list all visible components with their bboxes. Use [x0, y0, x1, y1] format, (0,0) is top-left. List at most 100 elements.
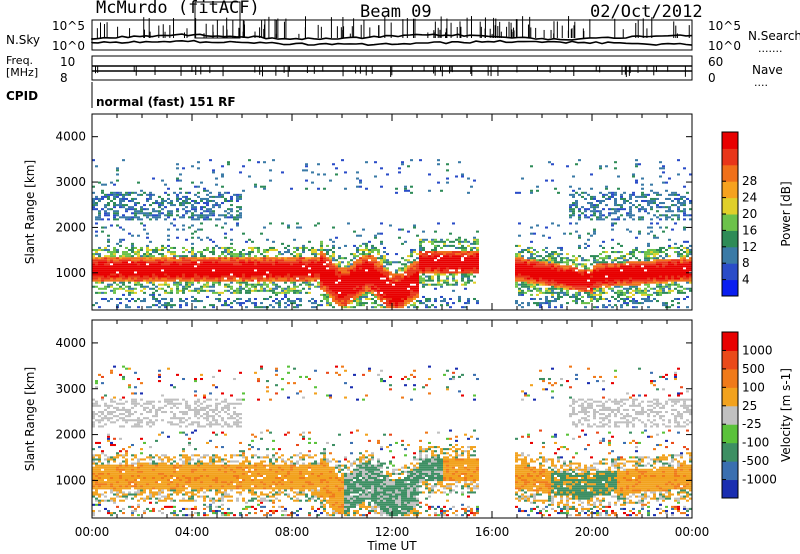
power-cell — [260, 267, 263, 270]
power-cell — [371, 306, 374, 309]
power-cell — [470, 271, 473, 274]
power-cell — [347, 273, 350, 276]
power-cell — [596, 306, 599, 309]
power-cell — [527, 269, 530, 272]
power-cell — [332, 271, 335, 274]
power-cell — [224, 236, 227, 239]
power-cell — [341, 279, 344, 282]
power-cell — [437, 240, 440, 243]
power-cell — [380, 261, 383, 264]
power-cell — [623, 287, 626, 290]
power-cell — [536, 287, 539, 290]
power-cell — [173, 261, 176, 264]
power-cell — [632, 289, 635, 292]
power-cell — [398, 302, 401, 305]
power-cell — [374, 273, 377, 276]
power-cell — [668, 206, 671, 209]
power-cell — [230, 263, 233, 266]
power-cell — [404, 267, 407, 270]
power-cell — [563, 261, 566, 264]
power-cell — [632, 193, 635, 196]
power-cell — [629, 257, 632, 260]
power-cell — [197, 271, 200, 274]
power-cell — [230, 269, 233, 272]
power-cell — [344, 285, 347, 288]
power-cell — [263, 255, 266, 258]
power-cell — [563, 275, 566, 278]
power-cell — [314, 285, 317, 288]
power-cell — [383, 273, 386, 276]
power-cell — [668, 208, 671, 211]
power-cell — [98, 248, 101, 252]
power-cell — [320, 283, 323, 286]
power-cell — [125, 208, 128, 211]
power-cell — [218, 293, 221, 296]
power-cell — [464, 259, 467, 262]
power-cell — [590, 275, 593, 278]
power-cell — [350, 279, 353, 282]
power-cell — [260, 283, 263, 286]
power-cell — [152, 281, 155, 284]
power-cell — [176, 263, 179, 266]
power-cell — [398, 297, 401, 301]
power-cell — [632, 281, 635, 284]
power-cell — [593, 275, 596, 278]
power-cell — [128, 275, 131, 278]
power-cell — [347, 295, 350, 298]
power-cell — [116, 257, 119, 260]
power-cell — [332, 295, 335, 298]
power-cell — [605, 261, 608, 264]
power-cell — [437, 181, 440, 184]
power-cell — [152, 255, 155, 258]
power-cell — [689, 275, 692, 278]
power-cell — [614, 275, 617, 278]
power-cell — [653, 202, 656, 205]
power-cell — [593, 208, 596, 211]
power-cell — [659, 267, 662, 270]
power-cell — [221, 269, 224, 272]
power-cell — [626, 228, 629, 231]
power-cell — [602, 304, 605, 307]
power-cell — [338, 295, 341, 298]
power-cell — [566, 285, 569, 288]
power-cell — [299, 265, 302, 268]
power-cell — [395, 279, 398, 282]
power-cell — [248, 283, 251, 286]
power-cell — [236, 259, 239, 262]
power-cell — [98, 253, 101, 256]
power-cell — [446, 271, 449, 274]
power-cell — [533, 285, 536, 288]
power-cell — [533, 302, 536, 305]
power-cell — [641, 267, 644, 270]
power-cell — [611, 306, 614, 309]
power-cell — [614, 191, 617, 194]
power-cell — [644, 255, 647, 258]
power-cell — [137, 212, 140, 215]
power-cell — [635, 291, 638, 294]
power-cell — [122, 197, 125, 200]
power-cell — [650, 226, 653, 229]
power-cell — [437, 275, 440, 278]
power-cell — [359, 185, 362, 188]
power-cell — [140, 212, 143, 215]
power-cell — [680, 275, 683, 278]
power-cell — [221, 291, 224, 294]
power-cell — [344, 171, 347, 174]
power-cell — [590, 285, 593, 288]
power-cell — [293, 261, 296, 264]
power-cell — [548, 291, 551, 294]
power-cell — [305, 259, 308, 262]
power-cell — [575, 279, 578, 282]
power-cell — [116, 297, 119, 301]
power-cell — [287, 279, 290, 282]
power-cell — [206, 261, 209, 264]
power-cell — [293, 281, 296, 284]
power-cell — [632, 261, 635, 264]
power-cell — [599, 244, 602, 247]
power-cell — [191, 246, 194, 249]
power-cell — [464, 248, 467, 252]
freq-tick-bottom: 8 — [60, 71, 68, 85]
power-cell — [311, 271, 314, 274]
power-cell — [530, 263, 533, 266]
power-cell — [365, 248, 368, 252]
